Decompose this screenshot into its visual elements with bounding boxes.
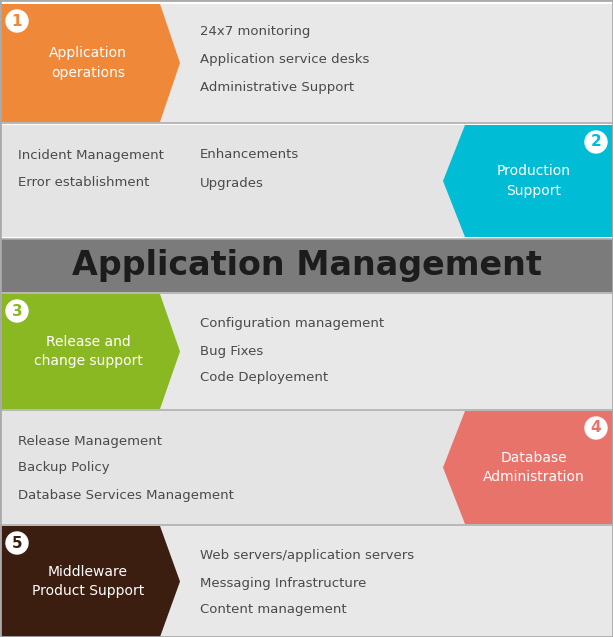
Circle shape <box>585 417 607 439</box>
Text: Messaging Infrastructure: Messaging Infrastructure <box>200 576 367 589</box>
Text: Code Deployement: Code Deployement <box>200 371 328 385</box>
Text: Application service desks: Application service desks <box>200 54 370 66</box>
Text: Content management: Content management <box>200 603 346 617</box>
Polygon shape <box>443 411 613 524</box>
Text: Administrative Support: Administrative Support <box>200 82 354 94</box>
Bar <box>0 4 613 122</box>
Text: 4: 4 <box>591 420 601 436</box>
Text: Upgrades: Upgrades <box>200 176 264 189</box>
Bar <box>0 125 613 237</box>
Text: Incident Management: Incident Management <box>18 148 164 162</box>
Polygon shape <box>0 294 180 409</box>
Text: Application
operations: Application operations <box>49 47 127 80</box>
Bar <box>0 411 613 524</box>
Circle shape <box>585 131 607 153</box>
Circle shape <box>6 532 28 554</box>
Text: Middleware
Product Support: Middleware Product Support <box>32 565 144 598</box>
Text: 2: 2 <box>590 134 601 150</box>
Text: Database
Administration: Database Administration <box>482 451 584 484</box>
Text: Bug Fixes: Bug Fixes <box>200 345 263 357</box>
Text: Backup Policy: Backup Policy <box>18 461 110 475</box>
Text: 24x7 monitoring: 24x7 monitoring <box>200 25 310 38</box>
Bar <box>0 239 613 292</box>
Bar <box>0 294 613 409</box>
Polygon shape <box>0 526 180 637</box>
Text: Database Services Management: Database Services Management <box>18 489 234 501</box>
Polygon shape <box>443 125 613 237</box>
Circle shape <box>6 10 28 32</box>
Text: Error establishment: Error establishment <box>18 176 150 189</box>
Text: Application Management: Application Management <box>72 249 541 282</box>
Bar <box>0 526 613 637</box>
Text: Production
Support: Production Support <box>497 164 571 197</box>
Text: 5: 5 <box>12 536 22 550</box>
Text: Web servers/application servers: Web servers/application servers <box>200 550 414 562</box>
Text: 3: 3 <box>12 303 22 318</box>
Text: Configuration management: Configuration management <box>200 317 384 331</box>
Polygon shape <box>0 4 180 122</box>
Text: Enhancements: Enhancements <box>200 148 299 162</box>
Text: Release and
change support: Release and change support <box>34 335 142 368</box>
Text: 1: 1 <box>12 13 22 29</box>
Text: Release Management: Release Management <box>18 434 162 448</box>
Circle shape <box>6 300 28 322</box>
